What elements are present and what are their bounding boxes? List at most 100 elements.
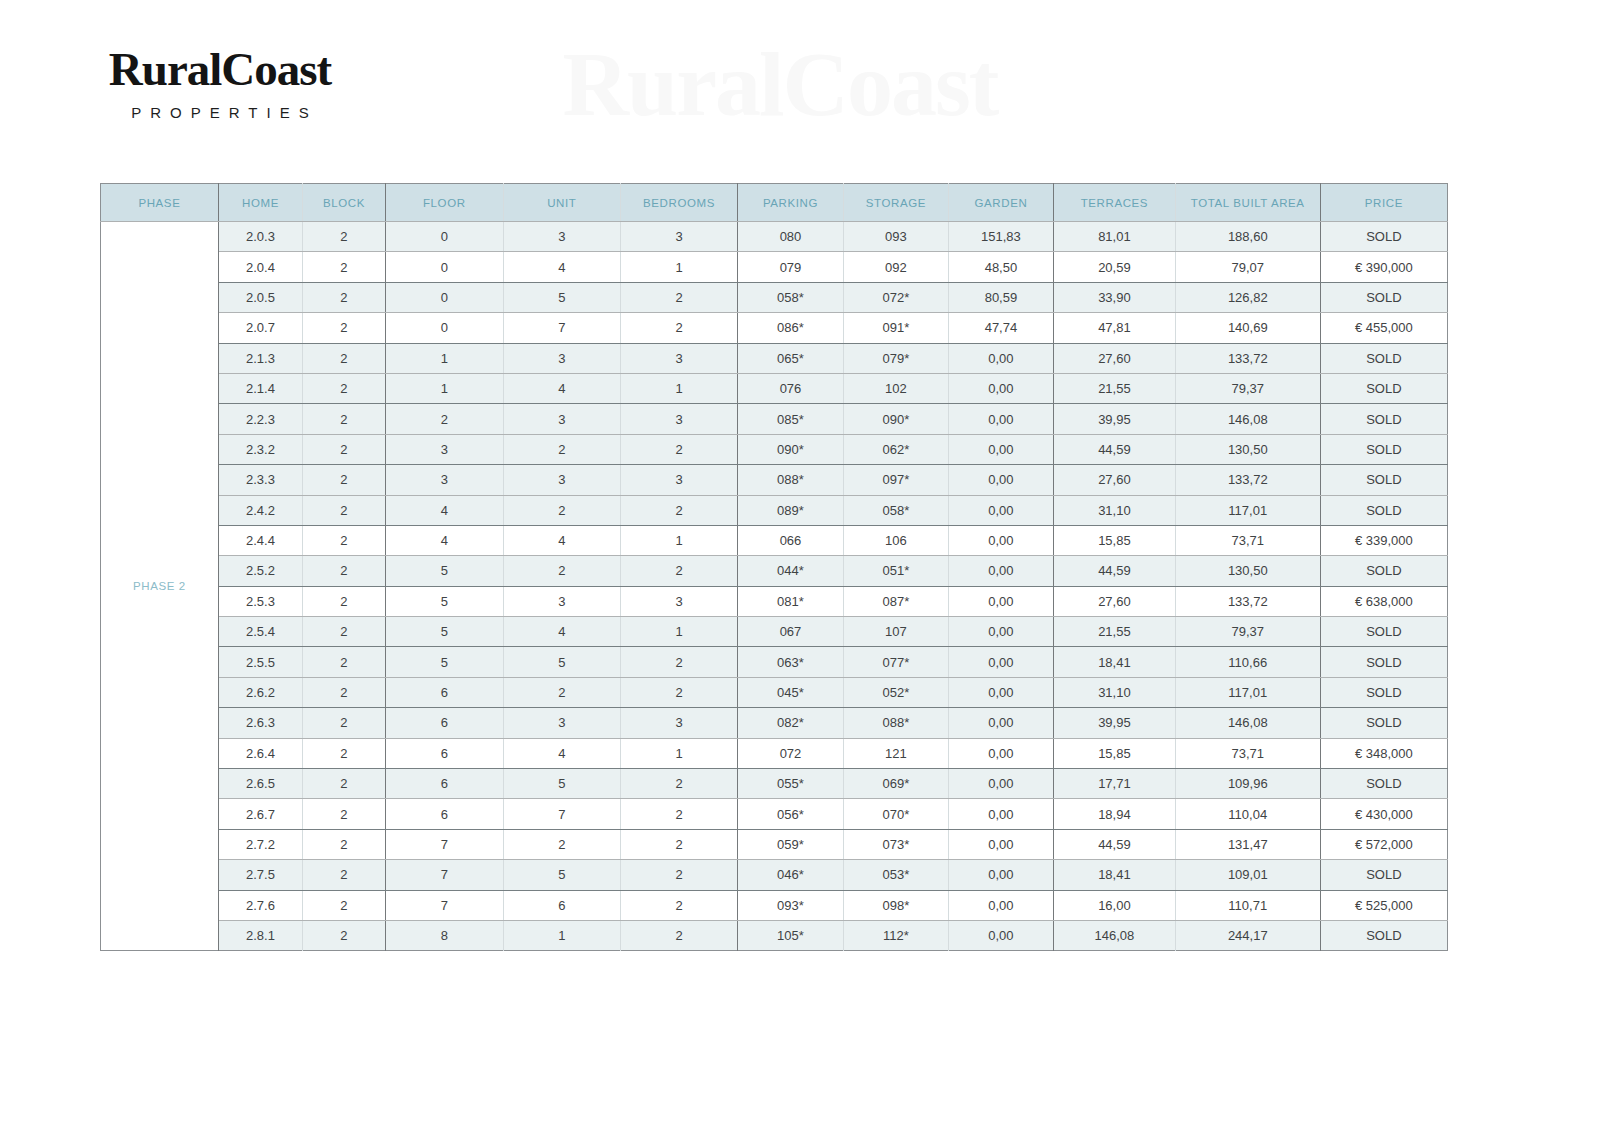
table-cell: 3: [385, 434, 503, 464]
table-cell: 6: [385, 769, 503, 799]
table-cell: 6: [385, 799, 503, 829]
table-cell: 2: [303, 282, 386, 312]
table-row: 2.4.424410661060,0015,8573,71€ 339,000: [101, 525, 1448, 555]
table-cell: 6: [385, 738, 503, 768]
table-cell: 085*: [738, 404, 844, 434]
price-table: PHASEHOMEBLOCKFLOORUNITBEDROOMSPARKINGST…: [100, 183, 1448, 951]
table-cell: 089*: [738, 495, 844, 525]
table-cell: 2: [303, 799, 386, 829]
table-cell: 091*: [843, 313, 948, 343]
table-cell: 6: [385, 677, 503, 707]
table-cell: 18,94: [1053, 799, 1175, 829]
table-row: 2.6.426410721210,0015,8573,71€ 348,000: [101, 738, 1448, 768]
table-cell: 0,00: [948, 434, 1053, 464]
table-cell: 5: [503, 647, 620, 677]
header-row: PHASEHOMEBLOCKFLOORUNITBEDROOMSPARKINGST…: [101, 184, 1448, 222]
table-cell: 2: [303, 404, 386, 434]
table-row: 2.4.22422089*058*0,0031,10117,01SOLD: [101, 495, 1448, 525]
table-cell: 7: [503, 313, 620, 343]
table-cell: 146,08: [1175, 708, 1320, 738]
company-logo: RuralCoast PROPERTIES: [95, 44, 345, 121]
table-cell: 055*: [738, 769, 844, 799]
table-cell: 2.7.5: [218, 860, 302, 890]
table-cell: 2.7.2: [218, 829, 302, 859]
table-cell: 1: [620, 252, 737, 282]
table-cell: 081*: [738, 586, 844, 616]
table-row: 2.6.52652055*069*0,0017,71109,96SOLD: [101, 769, 1448, 799]
table-cell: 5: [503, 282, 620, 312]
table-cell: 090*: [843, 404, 948, 434]
table-cell: 133,72: [1175, 586, 1320, 616]
price-cell: SOLD: [1320, 343, 1447, 373]
table-cell: 2: [385, 404, 503, 434]
table-cell: 2: [620, 860, 737, 890]
table-cell: 4: [503, 738, 620, 768]
price-cell: SOLD: [1320, 434, 1447, 464]
column-header: GARDEN: [948, 184, 1053, 222]
table-cell: 2.6.2: [218, 677, 302, 707]
table-cell: 3: [503, 586, 620, 616]
table-cell: 0,00: [948, 829, 1053, 859]
table-row: 2.3.22322090*062*0,0044,59130,50SOLD: [101, 434, 1448, 464]
table-cell: 0,00: [948, 860, 1053, 890]
table-cell: 1: [503, 920, 620, 950]
price-cell: € 638,000: [1320, 586, 1447, 616]
table-cell: 2: [620, 769, 737, 799]
table-cell: 73,71: [1175, 525, 1320, 555]
table-cell: 0,00: [948, 799, 1053, 829]
table-cell: 2.5.4: [218, 617, 302, 647]
price-cell: SOLD: [1320, 860, 1447, 890]
table-cell: 3: [503, 404, 620, 434]
table-cell: 087*: [843, 586, 948, 616]
table-cell: 2: [620, 890, 737, 920]
table-cell: 7: [503, 799, 620, 829]
column-header: UNIT: [503, 184, 620, 222]
price-cell: SOLD: [1320, 556, 1447, 586]
table-cell: 2: [303, 920, 386, 950]
table-cell: 5: [503, 769, 620, 799]
table-cell: 0,00: [948, 465, 1053, 495]
table-cell: 063*: [738, 647, 844, 677]
watermark-brand-text: RuralCoast: [530, 36, 1030, 133]
price-cell: SOLD: [1320, 708, 1447, 738]
table-cell: 1: [620, 738, 737, 768]
table-cell: 3: [503, 465, 620, 495]
table-cell: 2: [303, 252, 386, 282]
table-cell: 3: [620, 708, 737, 738]
table-cell: 27,60: [1053, 586, 1175, 616]
table-cell: 070*: [843, 799, 948, 829]
table-cell: 2: [620, 920, 737, 950]
table-cell: 17,71: [1053, 769, 1175, 799]
table-cell: 133,72: [1175, 465, 1320, 495]
table-row: 2.0.72072086*091*47,7447,81140,69€ 455,0…: [101, 313, 1448, 343]
table-cell: 27,60: [1053, 343, 1175, 373]
table-cell: 0,00: [948, 890, 1053, 920]
table-cell: 090*: [738, 434, 844, 464]
table-cell: 4: [503, 617, 620, 647]
table-cell: 058*: [843, 495, 948, 525]
table-cell: 4: [503, 373, 620, 403]
column-header: PRICE: [1320, 184, 1447, 222]
table-cell: 1: [620, 373, 737, 403]
column-header: STORAGE: [843, 184, 948, 222]
price-cell: SOLD: [1320, 769, 1447, 799]
table-cell: 151,83: [948, 222, 1053, 252]
table-cell: 2: [303, 677, 386, 707]
table-cell: 0,00: [948, 373, 1053, 403]
table-cell: 131,47: [1175, 829, 1320, 859]
table-cell: 6: [503, 890, 620, 920]
table-cell: 2.6.4: [218, 738, 302, 768]
table-cell: 0,00: [948, 525, 1053, 555]
table-cell: 069*: [843, 769, 948, 799]
table-cell: 44,59: [1053, 556, 1175, 586]
table-cell: 2: [503, 677, 620, 707]
table-row: 2.0.52052058*072*80,5933,90126,82SOLD: [101, 282, 1448, 312]
table-body: PHASE 22.0.32033080093151,8381,01188,60S…: [101, 222, 1448, 951]
table-cell: 79,37: [1175, 617, 1320, 647]
price-cell: € 430,000: [1320, 799, 1447, 829]
table-cell: 2.6.7: [218, 799, 302, 829]
column-header: TOTAL BUILT AREA: [1175, 184, 1320, 222]
table-cell: 4: [385, 495, 503, 525]
table-cell: 2.1.4: [218, 373, 302, 403]
price-cell: SOLD: [1320, 373, 1447, 403]
